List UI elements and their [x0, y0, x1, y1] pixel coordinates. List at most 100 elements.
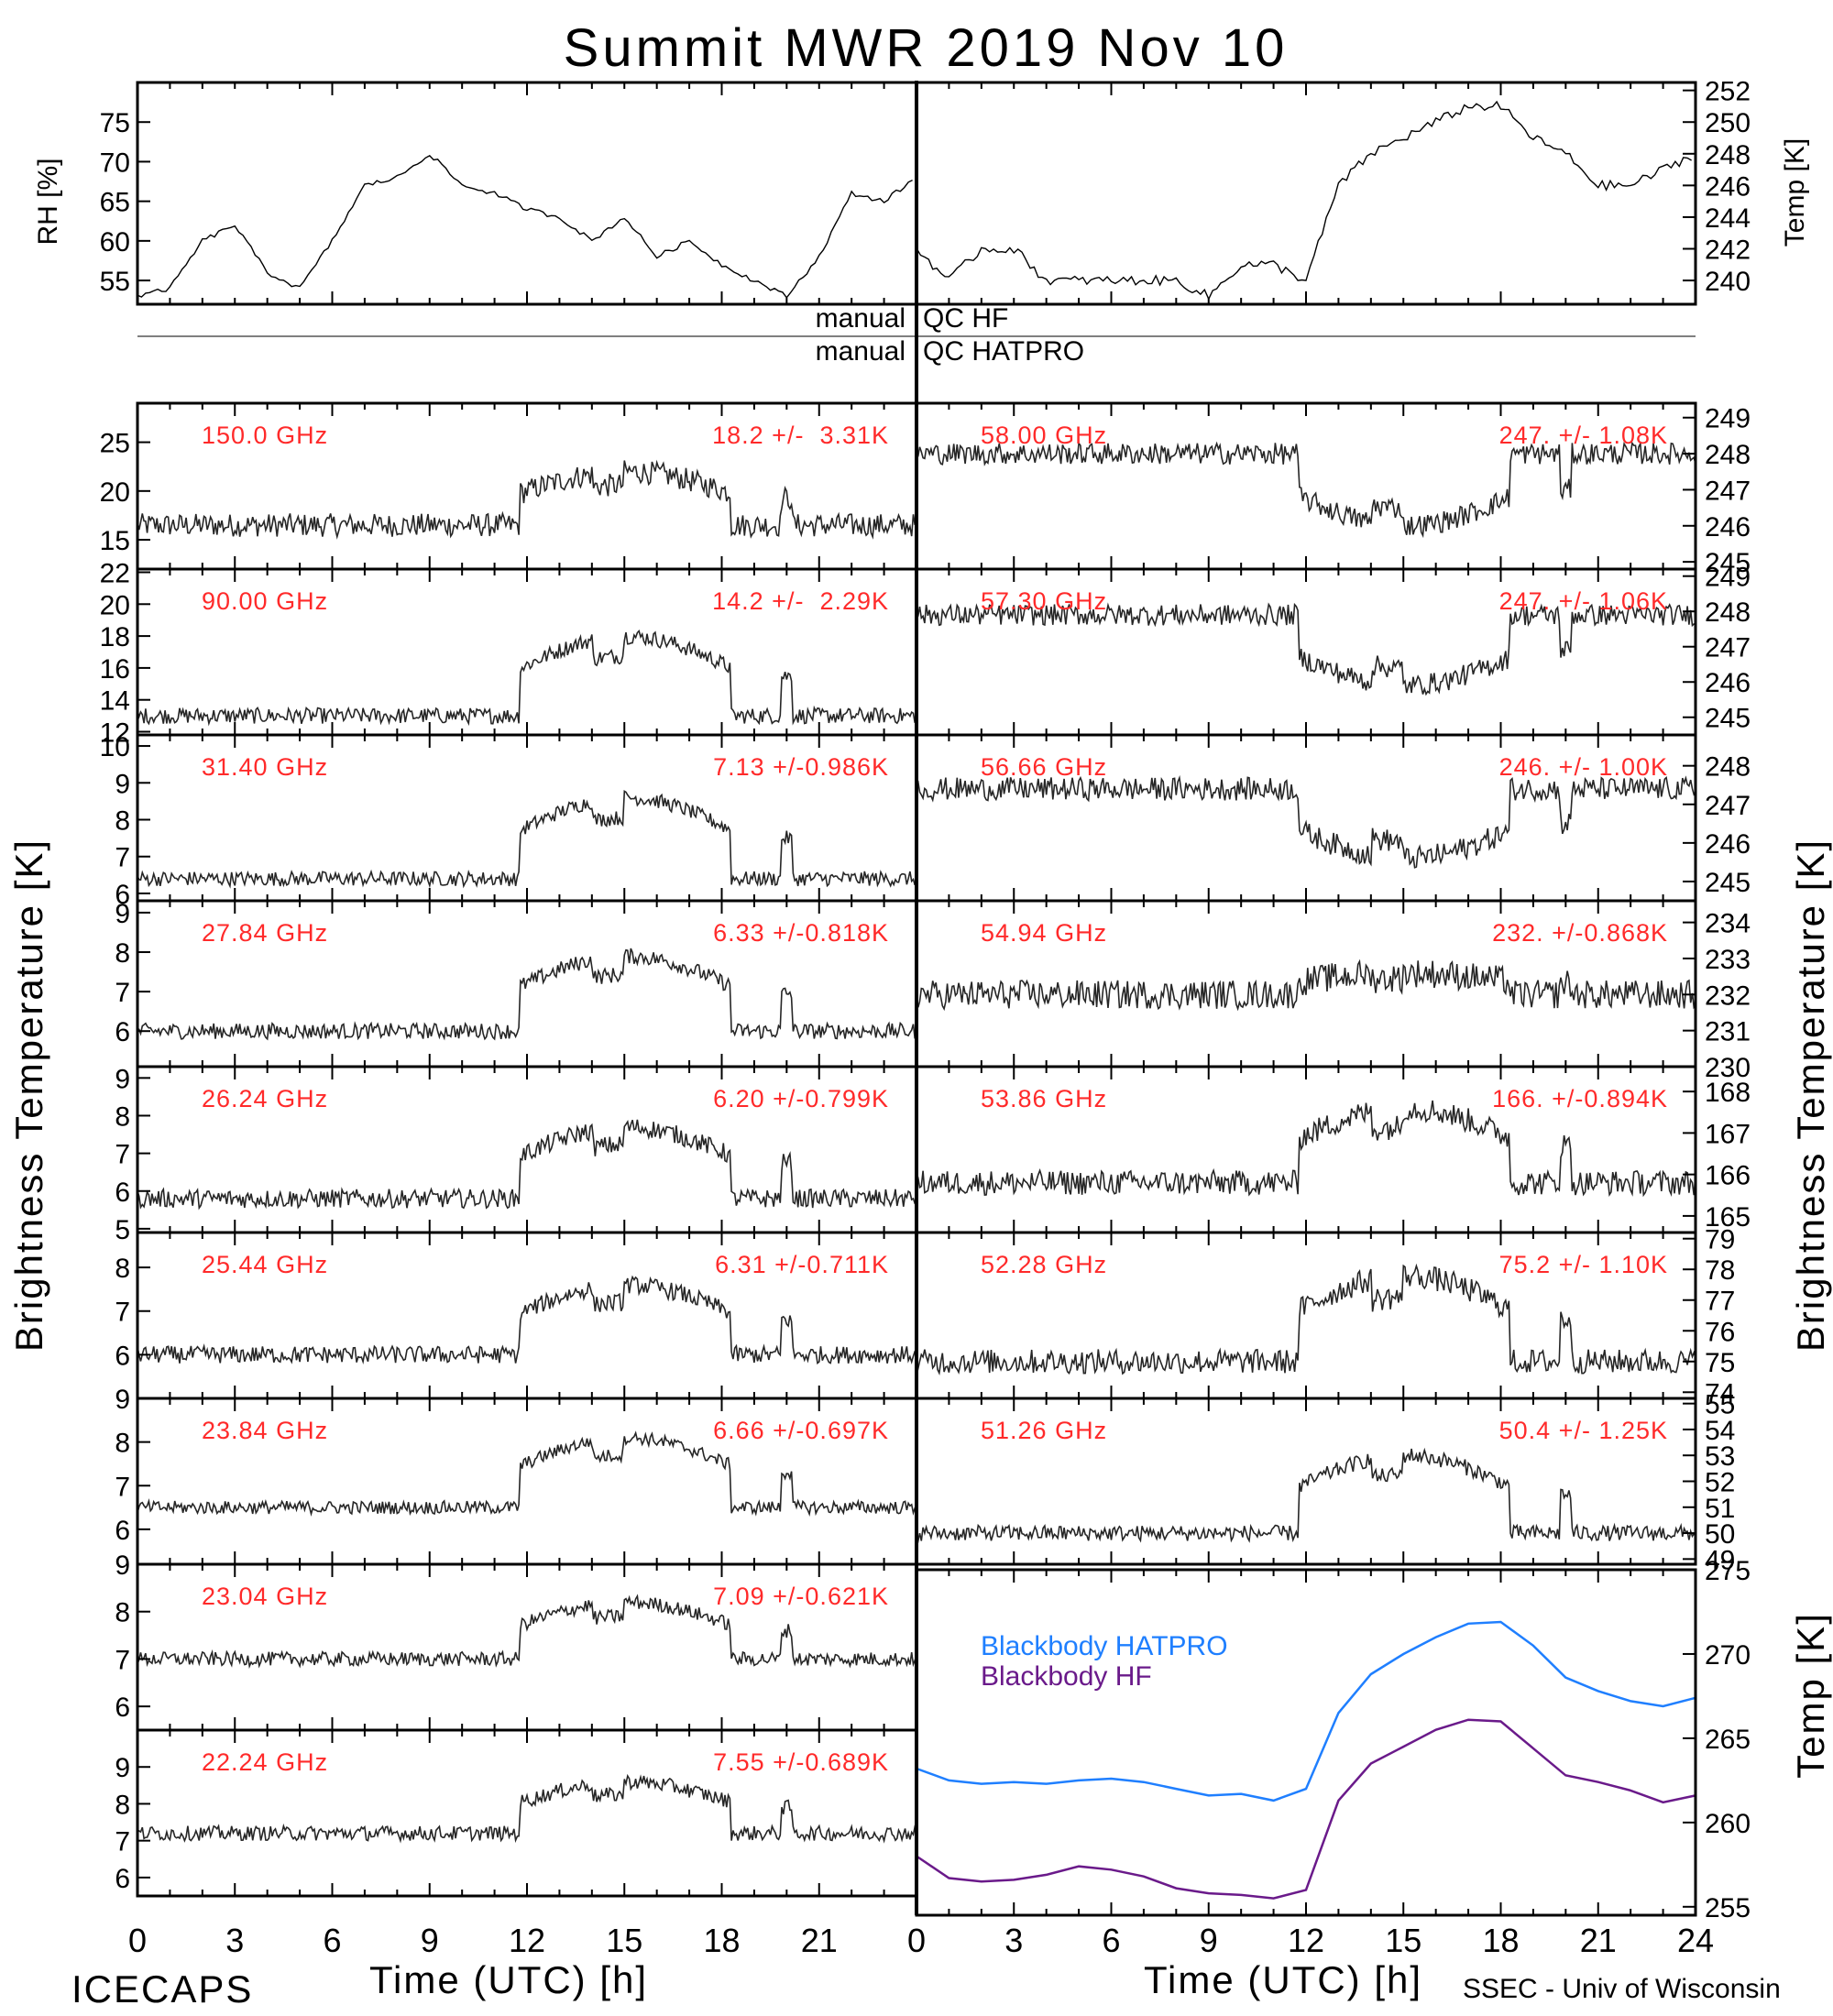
y-tick-label: 16: [100, 654, 130, 685]
y-tick-label: 8: [115, 1598, 130, 1628]
left-x-axis-label: Time (UTC) [h]: [369, 1958, 648, 2001]
y-tick-label: 234: [1705, 909, 1751, 939]
channel-stat-label: 247. +/- 1.08K: [1499, 422, 1668, 449]
y-tick-label: 7: [115, 1472, 130, 1502]
bb-legend-label: Blackbody HATPRO: [981, 1631, 1228, 1661]
x-tick-label: 21: [801, 1922, 838, 1959]
y-tick-label: 246: [1705, 171, 1751, 202]
y-tick-label: 14: [100, 686, 130, 717]
channel-stat-label: 14.2 +/- 2.29K: [712, 587, 889, 615]
y-tick-label: 50: [1705, 1519, 1735, 1550]
x-tick-label: 21: [1580, 1922, 1617, 1959]
y-tick-label: 78: [1705, 1255, 1735, 1286]
y-tick-label: 249: [1705, 404, 1751, 434]
x-tick-label: 18: [703, 1922, 740, 1959]
y-tick-label: 242: [1705, 236, 1751, 266]
y-tick-label: 6: [115, 1864, 130, 1894]
ssec-footer: SSEC - Univ of Wisconsin: [1463, 1974, 1781, 2004]
channel-stat-label: 6.20 +/-0.799K: [713, 1085, 889, 1112]
x-tick-label: 15: [1385, 1922, 1421, 1959]
y-tick-label: 18: [100, 622, 130, 652]
x-axis-ticks: 0 3 6 9 12 15 18 21 0 3 6 9 12 15 18 21 24: [128, 1922, 1714, 1959]
channel-panel: 15 20 25 150.0 GHz 18.2 +/- 3.31K: [100, 401, 918, 571]
channel-trace: [916, 774, 1696, 869]
y-tick-label: 75: [1705, 1348, 1735, 1378]
y-tick-label: 70: [100, 148, 130, 178]
y-tick-label: 22: [100, 558, 130, 588]
y-tick-label: 246: [1705, 829, 1751, 860]
channel-trace: [916, 959, 1696, 1012]
y-tick-label: 248: [1705, 440, 1751, 470]
y-tick-label: 55: [1705, 1390, 1735, 1420]
channel-frequency-label: 90.00 GHz: [202, 587, 328, 615]
x-tick-label: 9: [421, 1922, 439, 1959]
y-tick-label: 7: [115, 1827, 130, 1857]
y-tick-label: 12: [100, 718, 130, 749]
y-tick-label: 255: [1705, 1893, 1751, 1923]
y-tick-label: 248: [1705, 140, 1751, 170]
figure-title: Summit MWR 2019 Nov 10: [564, 18, 1289, 78]
y-tick-label: 6: [115, 1341, 130, 1371]
x-tick-label: 3: [1004, 1922, 1023, 1959]
channel-panel: 6 7 8 9 27.84 GHz 6.33 +/-0.818K: [115, 899, 918, 1068]
y-tick-label: 25: [100, 429, 130, 459]
met-trace: [137, 155, 913, 299]
y-tick-label: 8: [115, 1429, 130, 1459]
channel-frequency-label: 54.94 GHz: [981, 919, 1107, 947]
qc-hf-label: QC HF: [923, 303, 1008, 334]
y-tick-label: 60: [100, 227, 130, 257]
qc-hf-manual-label: manual: [816, 303, 906, 334]
y-tick-label: 79: [1705, 1225, 1735, 1255]
channel-frequency-label: 58.00 GHz: [981, 422, 1107, 449]
channel-trace: [137, 1430, 917, 1517]
y-tick-label: 245: [1705, 548, 1751, 578]
bb-frame: [915, 1568, 1697, 1917]
y-tick-label: 65: [100, 188, 130, 218]
channel-stat-label: 166. +/-0.894K: [1492, 1085, 1668, 1112]
y-tick-label: 248: [1705, 597, 1751, 628]
y-tick-label: 247: [1705, 791, 1751, 821]
y-tick-label: 74: [1705, 1378, 1735, 1408]
bb-legend-label: Blackbody HF: [981, 1661, 1152, 1692]
channel-trace: [916, 1263, 1696, 1375]
y-tick-label: 9: [115, 1753, 130, 1783]
air-temp-axis-label: Temp [K]: [1780, 138, 1810, 247]
y-tick-label: 168: [1705, 1078, 1751, 1108]
y-tick-label: 248: [1705, 752, 1751, 783]
channel-stat-label: 18.2 +/- 3.31K: [712, 422, 889, 449]
channel-trace: [916, 1447, 1696, 1544]
channel-panel: 6 7 8 25.44 GHz 6.31 +/-0.711K: [115, 1231, 918, 1400]
channel-trace: [137, 1275, 917, 1365]
qc-hatpro-manual-label: manual: [816, 336, 906, 367]
channel-panel: 230 231 232 233 234 54.94 GHz 232. +/-0.868K: [915, 899, 1751, 1083]
channel-frequency-label: 51.26 GHz: [981, 1417, 1107, 1444]
y-tick-label: 20: [100, 590, 130, 620]
y-tick-label: 8: [115, 806, 130, 837]
y-tick-label: 53: [1705, 1441, 1735, 1472]
y-tick-label: 252: [1705, 77, 1751, 107]
y-tick-label: 244: [1705, 203, 1751, 234]
y-tick-label: 233: [1705, 945, 1751, 975]
y-tick-label: 247: [1705, 476, 1751, 506]
channel-panel: 245 246 247 248 249 58.00 GHz 247. +/- 1.08K: [915, 401, 1751, 578]
y-tick-label: 9: [115, 1385, 130, 1415]
y-tick-label: 9: [115, 1550, 130, 1581]
y-tick-label: 6: [115, 1693, 130, 1723]
channel-stat-label: 75.2 +/- 1.10K: [1499, 1251, 1668, 1278]
y-tick-label: 245: [1705, 868, 1751, 898]
y-tick-label: 265: [1705, 1725, 1751, 1755]
channel-frequency-label: 26.24 GHz: [202, 1085, 328, 1112]
y-tick-label: 54: [1705, 1416, 1735, 1446]
y-tick-label: 246: [1705, 512, 1751, 542]
y-tick-label: 167: [1705, 1119, 1751, 1149]
y-tick-label: 247: [1705, 633, 1751, 663]
x-tick-label: 12: [509, 1922, 545, 1959]
left-y-axis-label: Brightness Temperature [K]: [7, 838, 50, 1352]
channel-trace: [137, 1773, 917, 1844]
y-tick-label: 8: [115, 938, 130, 969]
y-tick-label: 7: [115, 1645, 130, 1675]
channel-panel: 6 7 8 9 22.24 GHz 7.55 +/-0.689K: [115, 1728, 918, 1898]
